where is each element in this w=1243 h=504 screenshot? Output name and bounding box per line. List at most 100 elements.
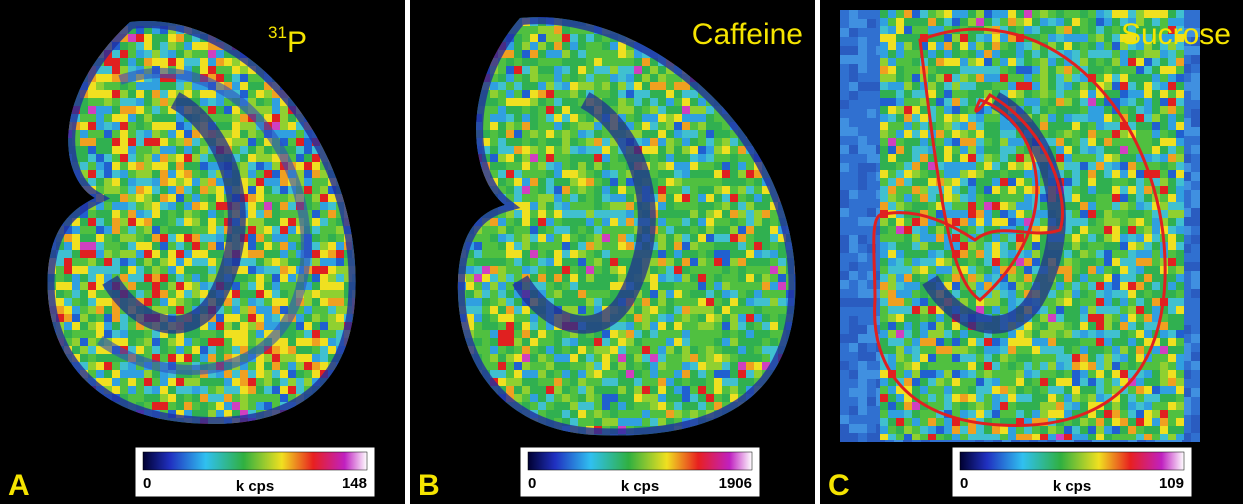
- pixel: [538, 26, 546, 34]
- pixel: [498, 178, 506, 186]
- pixel: [730, 258, 738, 266]
- pixel: [312, 362, 320, 370]
- pixel: [570, 82, 578, 90]
- pixel: [192, 338, 200, 346]
- pixel: [666, 242, 674, 250]
- pixel: [88, 274, 96, 282]
- pixel: [192, 274, 200, 282]
- pixel: [336, 298, 344, 306]
- pixel: [120, 242, 128, 250]
- pixel: [136, 42, 144, 50]
- pixel: [80, 226, 88, 234]
- pixel: [336, 282, 344, 290]
- pixel: [738, 266, 746, 274]
- pixel: [160, 306, 168, 314]
- pixel: [514, 146, 522, 154]
- pixel: [296, 322, 304, 330]
- pixel: [104, 322, 112, 330]
- pixel: [698, 306, 706, 314]
- pixel: [610, 282, 618, 290]
- pixel: [256, 370, 264, 378]
- pixel: [320, 178, 328, 186]
- pixel: [168, 298, 176, 306]
- pixel: [762, 330, 770, 338]
- pixel: [554, 242, 562, 250]
- pixel: [176, 234, 184, 242]
- pixel: [578, 42, 586, 50]
- pixel: [272, 298, 280, 306]
- pixel: [578, 178, 586, 186]
- pixel: [666, 90, 674, 98]
- pixel: [232, 346, 240, 354]
- pixel: [216, 98, 224, 106]
- pixel: [192, 298, 200, 306]
- pixel: [626, 202, 634, 210]
- pixel: [490, 130, 498, 138]
- pixel: [586, 338, 594, 346]
- pixel: [546, 34, 554, 42]
- pixel: [192, 162, 200, 170]
- pixel: [200, 162, 208, 170]
- pixel: [522, 370, 530, 378]
- pixel: [280, 298, 288, 306]
- pixel: [730, 330, 738, 338]
- pixel: [112, 250, 120, 258]
- pixel: [264, 106, 272, 114]
- pixel: [642, 346, 650, 354]
- pixel: [490, 122, 498, 130]
- pixel: [562, 58, 570, 66]
- pixel: [522, 346, 530, 354]
- pixel: [690, 154, 698, 162]
- pixel: [112, 322, 120, 330]
- pixel: [482, 290, 490, 298]
- pixel: [312, 282, 320, 290]
- pixel: [538, 98, 546, 106]
- pixel: [104, 226, 112, 234]
- pixel: [650, 74, 658, 82]
- pixel: [96, 74, 104, 82]
- pixel: [562, 122, 570, 130]
- pixel: [618, 338, 626, 346]
- pixel: [96, 90, 104, 98]
- pixel: [192, 226, 200, 234]
- pixel: [546, 82, 554, 90]
- pixel: [184, 298, 192, 306]
- pixel: [256, 378, 264, 386]
- pixel: [578, 202, 586, 210]
- pixel: [336, 250, 344, 258]
- pixel: [96, 250, 104, 258]
- pixel: [112, 66, 120, 74]
- pixel: [184, 42, 192, 50]
- pixel: [312, 234, 320, 242]
- pixel: [690, 194, 698, 202]
- pixel: [184, 58, 192, 66]
- pixel: [168, 290, 176, 298]
- pixel: [120, 42, 128, 50]
- pixel: [104, 74, 112, 82]
- pixel: [634, 386, 642, 394]
- pixel: [264, 298, 272, 306]
- pixel: [714, 346, 722, 354]
- pixel: [320, 218, 328, 226]
- pixel: [554, 82, 562, 90]
- pixel: [96, 234, 104, 242]
- pixel: [530, 386, 538, 394]
- pixel: [522, 242, 530, 250]
- pixel: [618, 162, 626, 170]
- pixel: [514, 74, 522, 82]
- pixel: [634, 338, 642, 346]
- pixel: [538, 250, 546, 258]
- pixel: [674, 162, 682, 170]
- pixel: [168, 234, 176, 242]
- pixel: [730, 306, 738, 314]
- pixel: [538, 234, 546, 242]
- pixel: [320, 346, 328, 354]
- pixel: [272, 258, 280, 266]
- pixel: [546, 410, 554, 418]
- pixel: [506, 338, 514, 346]
- pixel: [698, 218, 706, 226]
- pixel: [248, 338, 256, 346]
- pixel: [666, 178, 674, 186]
- pixel: [280, 378, 288, 386]
- pixel: [618, 50, 626, 58]
